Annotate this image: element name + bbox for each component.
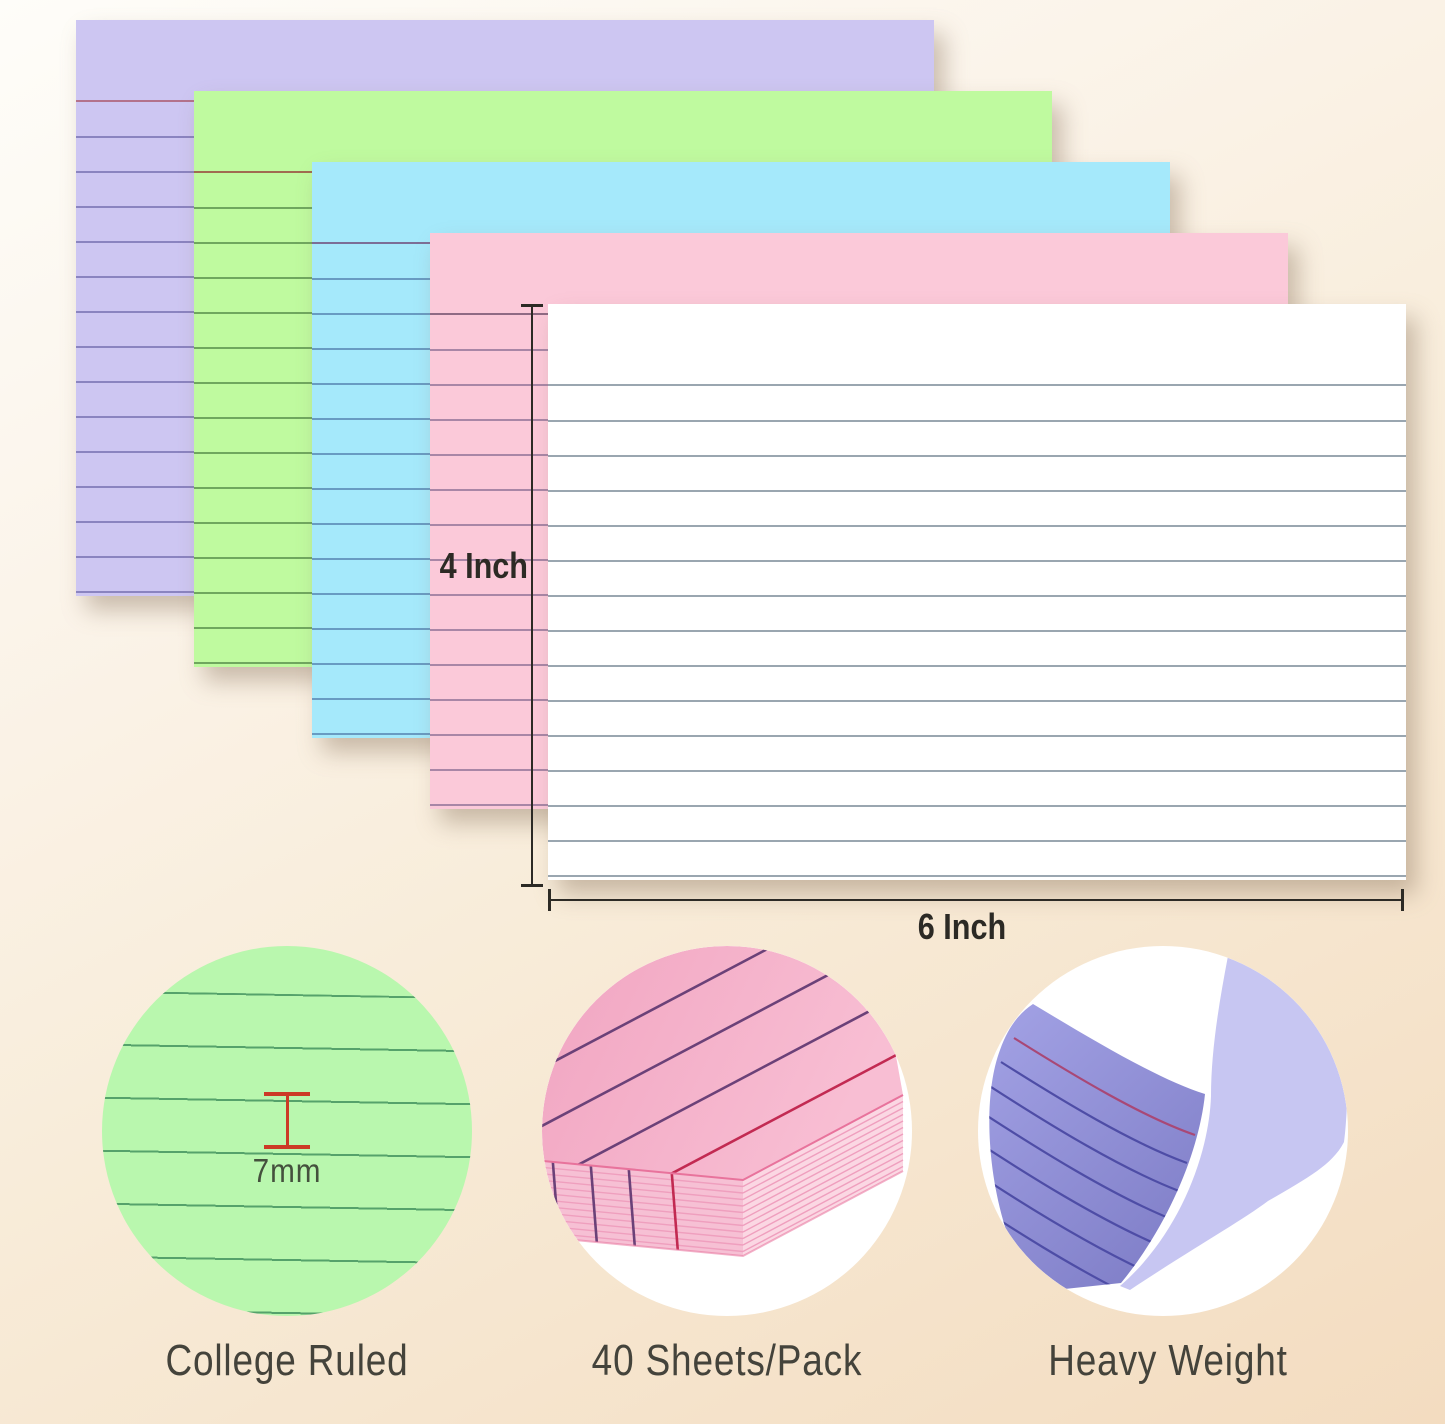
dimension-end-cap [1401, 889, 1404, 911]
feature-circle-sheet-stack [542, 946, 912, 1316]
gauge-bar [286, 1095, 289, 1148]
dimension-end-cap [521, 884, 543, 887]
dimension-end-cap [521, 304, 543, 307]
curled-card-illustration [989, 956, 1348, 1292]
curl-front-face [989, 1004, 1205, 1292]
feature-circle-college-ruled: 7mm [102, 946, 472, 1316]
caption-college-ruled: College Ruled [165, 1336, 409, 1385]
curl-back-face [1120, 956, 1348, 1290]
stack-right-stripes [742, 1100, 904, 1253]
gauge-top-cap [264, 1092, 310, 1096]
dimension-end-cap [548, 889, 551, 911]
feature-circle-heavy-weight [978, 946, 1348, 1316]
stack-bottom-edge [542, 1170, 904, 1258]
sheet-stack-illustration [542, 946, 904, 1258]
index-card-white [548, 304, 1406, 880]
height-dimension-line [521, 304, 543, 887]
width-dimension-label: 6 Inch [917, 906, 1007, 947]
card-margin-line [548, 384, 1406, 386]
rule-spacing-value: 7mm [252, 1152, 322, 1189]
stack-front-edge [542, 1094, 904, 1182]
card-ruled-lines [548, 420, 1406, 880]
height-dimension-label: 4 Inch [439, 545, 528, 586]
caption-heavy-weight: Heavy Weight [1048, 1336, 1288, 1385]
width-dimension-line [548, 889, 1404, 911]
caption-sheets-pack: 40 Sheets/Pack [591, 1336, 863, 1385]
gauge-bottom-cap [264, 1145, 310, 1149]
